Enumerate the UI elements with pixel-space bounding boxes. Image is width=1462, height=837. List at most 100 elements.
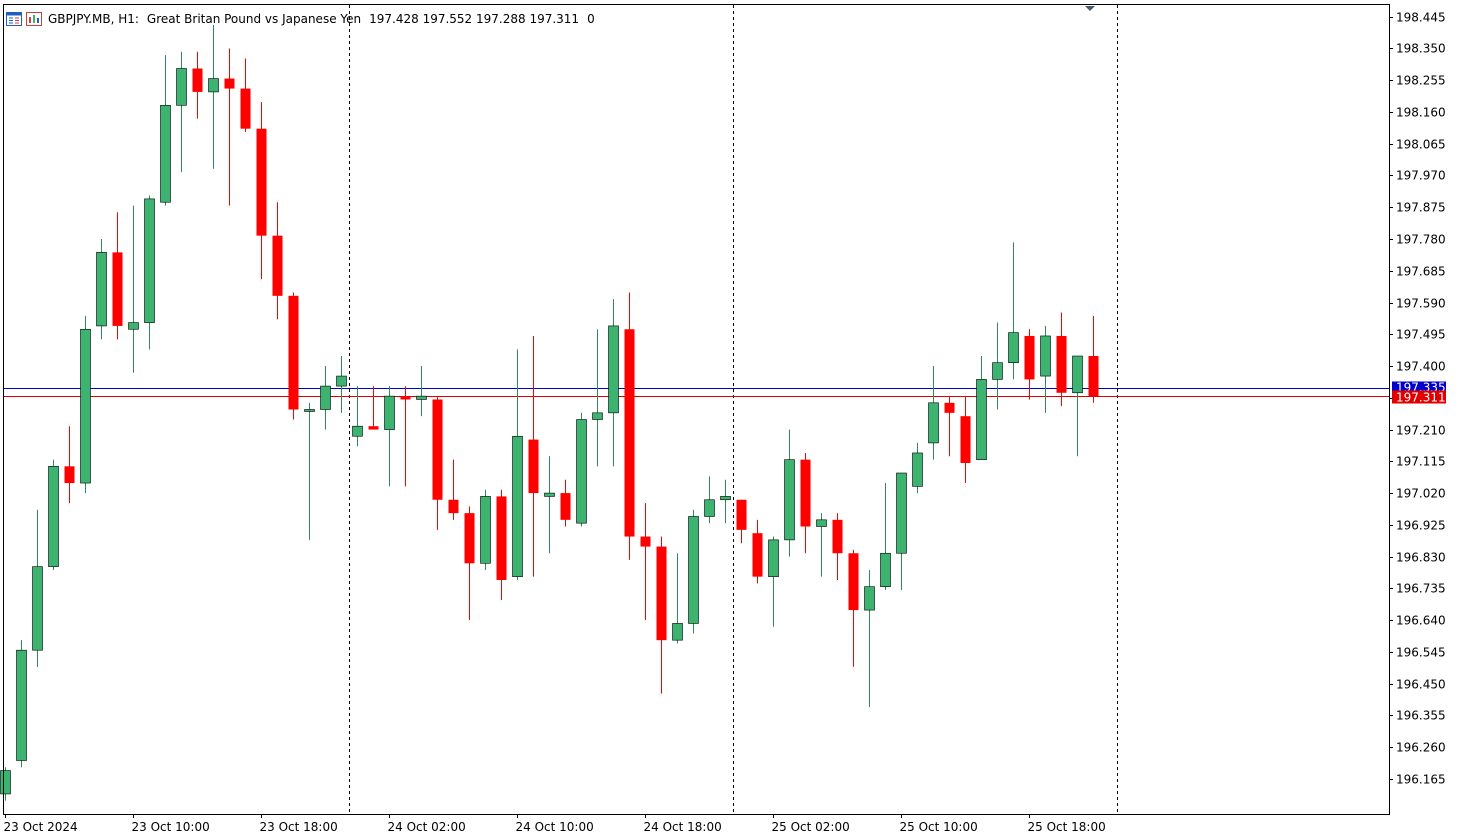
y-tick-label: 196.260 [1396, 741, 1446, 755]
candle [784, 429, 795, 557]
y-tick-label: 196.925 [1396, 519, 1446, 533]
x-tick-label: 24 Oct 10:00 [516, 820, 594, 834]
candle-body [1040, 335, 1051, 377]
candle-body [688, 516, 699, 624]
y-tick-label: 197.020 [1396, 487, 1446, 501]
price-lines [4, 388, 1389, 397]
candle [704, 476, 715, 524]
candle-body [480, 496, 491, 564]
x-tick-label: 23 Oct 10:00 [132, 820, 210, 834]
y-tick-label: 196.355 [1396, 709, 1446, 723]
candle-body [704, 499, 715, 517]
candle [192, 51, 203, 119]
candle-body [608, 325, 619, 414]
y-tick-label: 197.210 [1396, 424, 1446, 438]
candle [368, 386, 379, 430]
candle-body [736, 499, 747, 530]
y-tick-label: 197.685 [1396, 265, 1446, 279]
candle [224, 48, 235, 206]
candle [336, 356, 347, 413]
candle [256, 101, 267, 280]
candle-body [1056, 335, 1067, 393]
candles [0, 25, 1099, 801]
candle-body [864, 586, 875, 611]
y-tick-label: 197.970 [1396, 169, 1446, 183]
candle-body [464, 513, 475, 564]
candle-body [128, 322, 139, 330]
candle [560, 479, 571, 527]
candle-body [544, 492, 555, 497]
candle [656, 536, 667, 694]
candle-body [512, 435, 523, 577]
candle [176, 51, 187, 173]
y-tick-label: 196.165 [1396, 773, 1446, 787]
candle-body [272, 235, 283, 296]
candle [960, 396, 971, 484]
candle [800, 452, 811, 554]
candle [816, 513, 827, 577]
y-tick-label: 197.115 [1396, 455, 1446, 469]
candle-body [256, 128, 267, 236]
candle [128, 205, 139, 373]
candle-body [448, 499, 459, 514]
y-tick-label: 196.640 [1396, 614, 1446, 628]
candle-body [832, 519, 843, 554]
candle-body [80, 328, 91, 484]
candle [144, 195, 155, 350]
candle [288, 292, 299, 420]
shift-marker-icon [1085, 6, 1095, 11]
candle-body [752, 533, 763, 577]
candle-body [496, 496, 507, 580]
candle [384, 386, 395, 487]
axes [3, 4, 1390, 815]
candle-body [160, 104, 171, 203]
candle-body [400, 396, 411, 400]
candle-body [848, 553, 859, 611]
candle-body [48, 466, 59, 567]
candle-body [224, 78, 235, 89]
candle-body [176, 68, 187, 106]
candle-body [0, 770, 11, 795]
candle [432, 396, 443, 530]
candle-body [560, 493, 571, 520]
y-tick-label: 196.450 [1396, 678, 1446, 692]
candle [320, 366, 331, 430]
menu-grid-icon[interactable] [6, 12, 22, 26]
candle [272, 202, 283, 320]
y-tick-label: 196.735 [1396, 582, 1446, 596]
chart-ohlc: 197.428 197.552 197.288 197.311 [369, 12, 580, 26]
candle-body [784, 459, 795, 541]
candle [576, 412, 587, 527]
candle-body [928, 402, 939, 444]
candle [528, 335, 539, 577]
y-tick-label: 198.160 [1396, 106, 1446, 120]
chart-description: Great Britan Pound vs Japanese Yen [146, 12, 362, 26]
candle-body [976, 379, 987, 460]
chart-window-icon[interactable] [26, 12, 42, 26]
candle [416, 366, 427, 417]
candle-body [368, 426, 379, 430]
candle-body [16, 649, 27, 761]
y-tick-label: 197.780 [1396, 233, 1446, 247]
candle-body [416, 395, 427, 400]
candle-body [992, 362, 1003, 380]
candle-body [240, 88, 251, 129]
plot-frame [3, 4, 1390, 815]
candle-body [144, 198, 155, 323]
candle [640, 503, 651, 621]
candle-body [96, 252, 107, 327]
y-tick-label: 198.350 [1396, 42, 1446, 56]
time-axis[interactable]: 23 Oct 2024 23 Oct 10:00 23 Oct 18:00 24 Oc… [4, 814, 1106, 834]
candle [32, 509, 43, 667]
chart-volume: 0 [587, 12, 595, 26]
price-axis[interactable]: 196.165 196.260 196.355 196.450 196.545 196.6… [1389, 11, 1446, 787]
candle-body [288, 295, 299, 410]
candle [624, 292, 635, 560]
candle [608, 299, 619, 467]
x-tick-label: 23 Oct 2024 [4, 820, 78, 834]
candle-body [112, 252, 123, 326]
candle-body [912, 452, 923, 487]
candle [672, 553, 683, 644]
